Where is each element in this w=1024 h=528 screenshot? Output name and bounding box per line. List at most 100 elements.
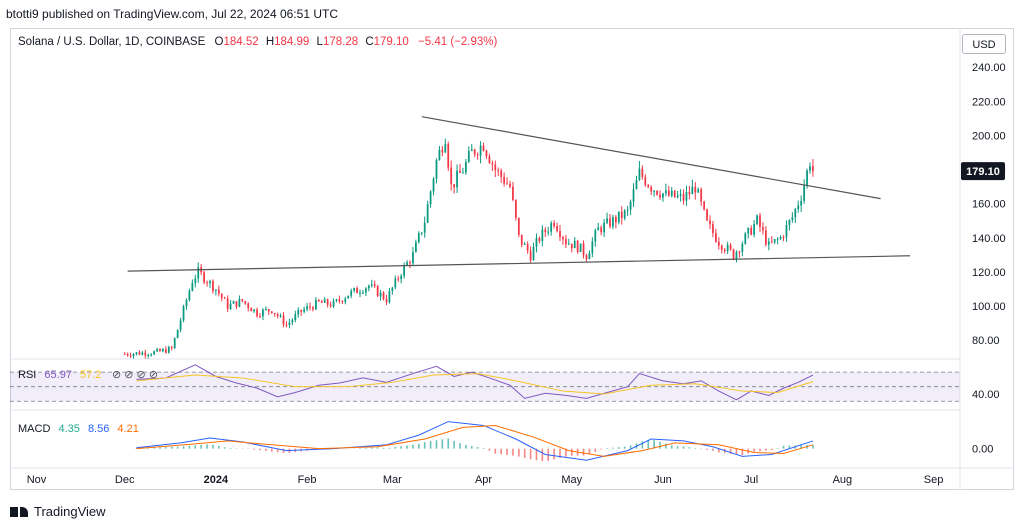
macd-histogram-bar [706,448,708,450]
candle-body [326,299,329,305]
candle-body [570,243,573,249]
candle-body [341,301,344,303]
candle-body [806,170,808,186]
high-label: H [266,36,274,48]
candle-body [803,185,805,201]
macd-histogram-bar [370,447,373,449]
candle-body [420,232,423,234]
candle-body [538,238,541,242]
candle-body [694,186,697,193]
rsi-ma-value: 57.2 [80,369,101,381]
low-value: 178.28 [323,36,358,48]
candle-body [667,190,670,196]
candle-body [747,227,750,234]
candle-body [629,201,632,210]
macd-histogram-bar [688,447,691,449]
price-grid [10,28,1014,490]
candle-body [503,176,505,184]
candle-body [173,338,176,349]
macd-histogram-bar [188,445,191,449]
currency-button[interactable]: USD [962,34,1006,54]
candle-body [576,240,579,252]
candle-body [206,282,208,284]
macd-histogram-bar [476,446,479,449]
time-tick-label: Nov [27,474,47,486]
candle-body [776,239,779,241]
candle-body [726,244,729,252]
candle-body [129,355,132,357]
candle-body [520,234,523,245]
tradingview-logo-icon [10,505,28,517]
macd-histogram-bar [588,448,591,455]
candle-body [729,244,732,250]
chart-svg[interactable]: 40.00 0.00 240.00220.00200.00180.00160.0… [10,28,1014,490]
symbol-legend[interactable]: Solana / U.S. Dollar, 1D, COINBASE O184.… [18,36,497,48]
candle-body [400,275,403,280]
candle-body [744,233,747,244]
candle-body [638,168,641,181]
macd-histogram-bar [229,447,232,449]
candle-body [209,281,211,284]
rsi-legend[interactable]: RSI 65.97 57.2 [18,369,101,381]
candle-body [217,289,220,294]
macd-histogram-bar [470,445,473,449]
candle-body [470,149,473,152]
macd-histogram-bar [494,448,497,454]
candle-body [594,230,597,242]
macd-histogram-bar [570,448,573,456]
candle-body [623,210,626,219]
macd-histogram-bar [218,446,220,449]
macd-histogram-bar [270,448,273,452]
macd-signal-line [136,424,814,457]
candle-body [556,226,558,232]
candle-body [250,308,253,312]
candle-body [453,184,455,188]
candle-body [262,309,264,317]
candle-body [265,309,267,311]
candle-body [435,159,438,179]
candle-body [544,229,547,233]
candle-body [320,301,323,303]
candle-body [665,190,667,194]
brand-name: TradingView [34,503,106,519]
candle-body [315,299,317,310]
macd-histogram-bar [682,446,685,449]
macd-histogram-bar [400,446,402,449]
candle-body [612,216,614,227]
macd-legend[interactable]: MACD 4.35 8.56 4.21 [18,423,139,435]
candle-body [703,201,705,210]
macd-histogram-bar [535,448,538,461]
candle-body [223,297,226,299]
candle-body [800,200,803,206]
candle-body [335,299,338,301]
candle-body [447,143,450,168]
rsi-pane: 40.00 [10,364,1000,402]
macd-histogram-bar [676,446,679,449]
macd-histogram-bar [553,448,555,460]
rsi-legend-icons[interactable]: ⊘ ⊘ ⊘ ⊘ [112,369,158,381]
macd-histogram-bar [735,448,738,455]
candle-body [185,300,188,307]
candle-body [647,185,650,188]
macd-histogram-bar [729,448,732,454]
macd-histogram-bar [765,448,767,451]
candle-body [141,352,144,355]
time-tick-label: Feb [298,474,317,486]
time-tick-label: May [561,474,582,486]
candle-body [732,249,735,260]
candle-body [215,289,217,291]
candle-body [706,209,708,221]
candle-body [441,149,444,153]
candle-body [553,223,555,227]
candle-body [650,187,653,192]
macd-histogram-bar [212,444,214,449]
candle-body [288,322,291,325]
price-tick-label: 140.00 [972,233,1006,245]
macd-histogram-bar [694,448,697,449]
candle-body [682,194,685,201]
macd-histogram-bar [753,448,755,452]
candle-body [450,167,453,185]
candle-body [773,239,776,243]
candle-body [270,311,273,314]
time-tick-label: Aug [833,474,853,486]
